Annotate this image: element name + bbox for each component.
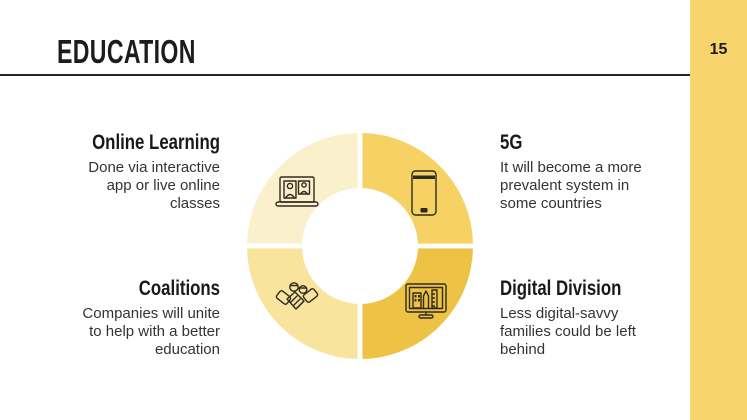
item-description-line: prevalent system in xyxy=(500,177,630,195)
donut-diagram xyxy=(240,126,480,366)
item-description-line: some countries xyxy=(500,195,602,213)
item-description-line: Done via interactive xyxy=(88,159,220,177)
slide-title: EDUCATION xyxy=(57,33,196,70)
item-description-line: families could be left xyxy=(500,323,636,341)
item-title-online-learning: Online Learning xyxy=(92,131,220,154)
item-online-learning: Online Learning Done via interactive app… xyxy=(40,131,220,213)
donut-gap-horizontal xyxy=(240,243,480,249)
item-5g: 5G It will become a more prevalent syste… xyxy=(500,131,680,213)
item-description-line: classes xyxy=(169,195,220,213)
item-title-5g: 5G xyxy=(500,131,523,154)
item-description-digital-division: Less digital-savvy families could be lef… xyxy=(500,305,685,359)
item-description-5g: It will become a more prevalent system i… xyxy=(500,159,680,213)
item-description-line: Less digital-savvy xyxy=(500,305,619,323)
item-coalitions: Coalitions Companies will unite to help … xyxy=(40,277,220,359)
item-title-digital-division: Digital Division xyxy=(500,277,622,300)
item-title-coalitions: Coalitions xyxy=(138,277,220,300)
laptop-video-call-icon xyxy=(275,176,319,207)
item-description-line: Companies will unite xyxy=(82,305,220,323)
item-description-line: app or live online xyxy=(106,177,220,195)
quadrant-coalitions xyxy=(247,246,360,359)
quadrant-online-learning xyxy=(247,133,360,246)
item-description-line: behind xyxy=(500,341,546,359)
handshake-icon xyxy=(275,282,319,310)
accent-stripe: 15 xyxy=(690,0,747,420)
page-number: 15 xyxy=(709,41,728,58)
item-description-coalitions: Companies will unite to help with a bett… xyxy=(40,305,220,359)
smartphone-icon xyxy=(411,170,437,216)
quadrant-digital-division xyxy=(360,246,473,359)
quadrant-5g xyxy=(360,133,473,246)
item-digital-division: Digital Division Less digital-savvy fami… xyxy=(500,277,685,359)
item-description-line: to help with a better xyxy=(89,323,220,341)
item-description-line: It will become a more xyxy=(500,159,642,177)
item-description-line: education xyxy=(154,341,220,359)
monitor-design-icon xyxy=(405,283,447,319)
item-description-online-learning: Done via interactive app or live online … xyxy=(40,159,220,213)
header-divider xyxy=(0,74,747,76)
